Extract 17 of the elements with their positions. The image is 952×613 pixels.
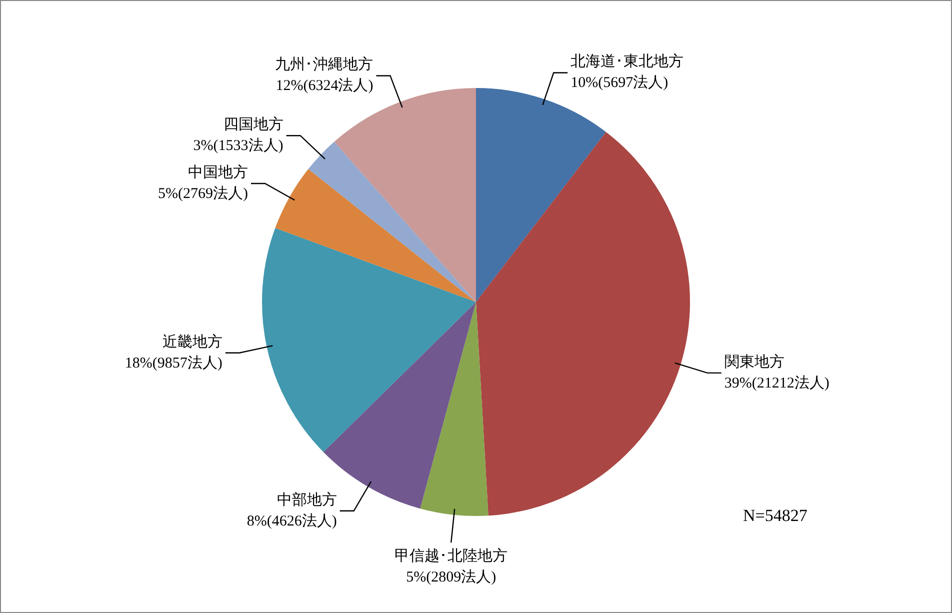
- slice-label: 中国地方: [188, 164, 248, 181]
- slice-label: 中部地方: [276, 491, 337, 508]
- data-label: 5%(2769法人): [158, 184, 248, 202]
- data-label: 3%(1533法人): [193, 137, 284, 154]
- slice-label: 関東地方: [724, 353, 784, 370]
- slice-label: 甲信越･北陸地方: [394, 548, 508, 565]
- slice-label: 九州･沖縄地方: [275, 56, 374, 74]
- data-label: 12%(6324法人): [276, 77, 374, 94]
- data-label: 10%(5697法人): [570, 74, 668, 92]
- data-label: 5%(2809法人): [406, 568, 496, 586]
- slice-label: 北海道･東北地方: [570, 53, 684, 70]
- data-label: 18%(9857法人): [124, 354, 222, 372]
- data-label: 39%(21212法人): [724, 374, 830, 392]
- slice-label: 四国地方: [223, 116, 284, 134]
- slice-label: 近畿地方: [162, 333, 222, 350]
- data-label: 8%(4626法人): [246, 512, 337, 530]
- text: N=54827: [743, 506, 808, 526]
